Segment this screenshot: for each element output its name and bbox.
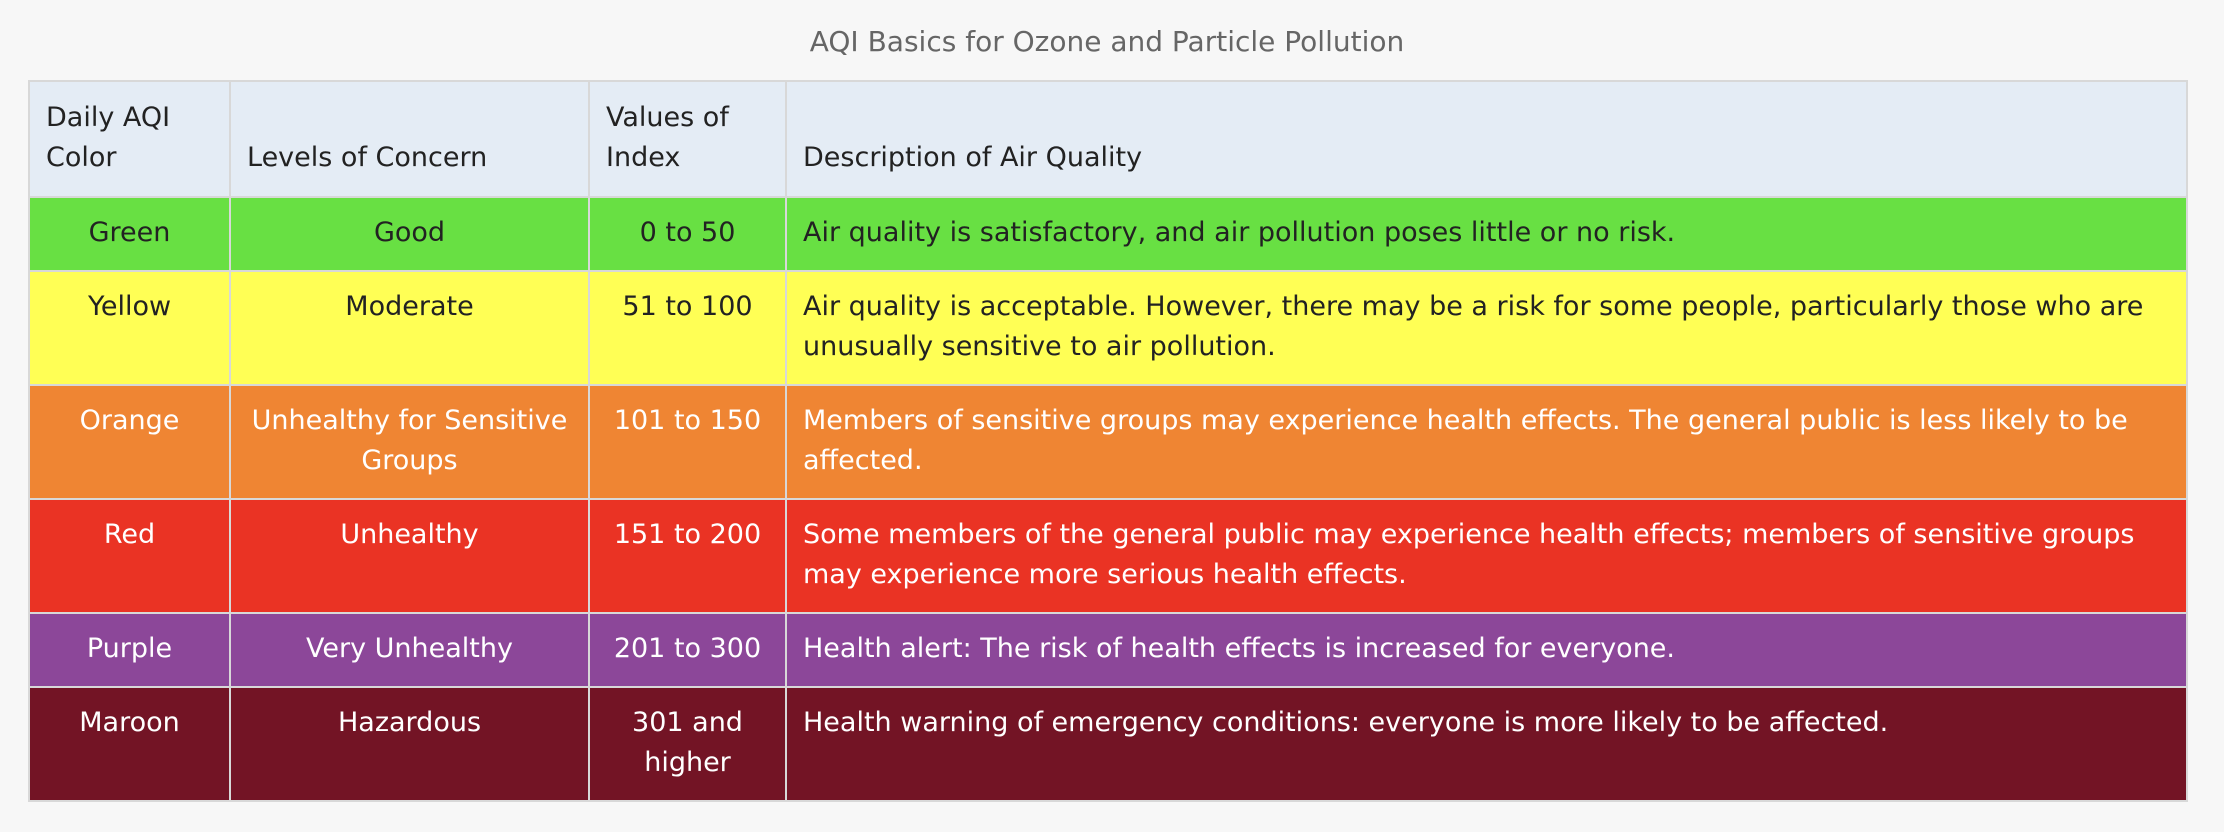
cell-description: Air quality is satisfactory, and air pol… (785, 196, 2188, 272)
cell-color: Yellow (28, 270, 231, 386)
cell-concern: Unhealthy for Sensitive Groups (229, 384, 590, 500)
table-row: Maroon Hazardous 301 and higher Health w… (28, 686, 2188, 802)
aqi-table: Daily AQI Color Levels of Concern Values… (28, 80, 2188, 802)
cell-color: Red (28, 498, 231, 614)
cell-color: Purple (28, 612, 231, 688)
table-row: Orange Unhealthy for Sensitive Groups 10… (28, 384, 2188, 500)
cell-concern: Very Unhealthy (229, 612, 590, 688)
cell-values: 301 and higher (588, 686, 787, 802)
cell-concern: Unhealthy (229, 498, 590, 614)
cell-values: 0 to 50 (588, 196, 787, 272)
table-row: Green Good 0 to 50 Air quality is satisf… (28, 196, 2188, 272)
table-row: Yellow Moderate 51 to 100 Air quality is… (28, 270, 2188, 386)
header-values: Values of Index (588, 80, 787, 198)
cell-color: Orange (28, 384, 231, 500)
cell-color: Green (28, 196, 231, 272)
table-caption: AQI Basics for Ozone and Particle Pollut… (809, 25, 1405, 58)
cell-description: Health warning of emergency conditions: … (785, 686, 2188, 802)
cell-description: Health alert: The risk of health effects… (785, 612, 2188, 688)
cell-concern: Good (229, 196, 590, 272)
cell-concern: Moderate (229, 270, 590, 386)
cell-concern: Hazardous (229, 686, 590, 802)
cell-color: Maroon (28, 686, 231, 802)
cell-description: Air quality is acceptable. However, ther… (785, 270, 2188, 386)
table-row: Purple Very Unhealthy 201 to 300 Health … (28, 612, 2188, 688)
header-concern: Levels of Concern (229, 80, 590, 198)
header-color: Daily AQI Color (28, 80, 231, 198)
table-row: Red Unhealthy 151 to 200 Some members of… (28, 498, 2188, 614)
cell-values: 201 to 300 (588, 612, 787, 688)
cell-values: 51 to 100 (588, 270, 787, 386)
cell-description: Some members of the general public may e… (785, 498, 2188, 614)
cell-values: 101 to 150 (588, 384, 787, 500)
header-description: Description of Air Quality (785, 80, 2188, 198)
header-row: Daily AQI Color Levels of Concern Values… (28, 80, 2188, 198)
cell-values: 151 to 200 (588, 498, 787, 614)
cell-description: Members of sensitive groups may experien… (785, 384, 2188, 500)
